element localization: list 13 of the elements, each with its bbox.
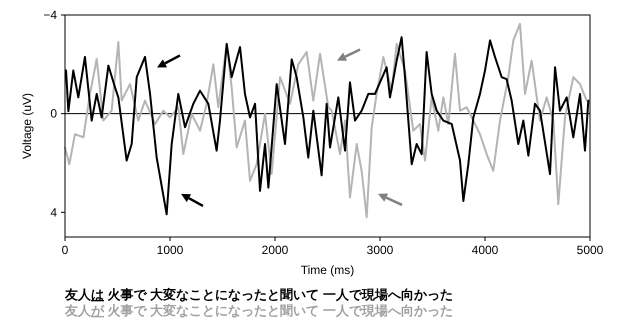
x-tick-label: 2000 — [262, 243, 289, 257]
x-tick-label: 0 — [62, 243, 69, 257]
x-tick-label: 5000 — [576, 243, 604, 257]
text: 友人は 火事で 大変なことになったと聞いて 一人で現場へ向かった — [64, 287, 453, 302]
x-tick-label: 3000 — [366, 243, 394, 257]
y-tick-label: 4 — [50, 205, 58, 220]
y-axis-title: Voltage (uV) — [20, 92, 34, 160]
x-tick-label: 1000 — [156, 243, 184, 257]
x-axis-title: Time (ms) — [300, 263, 354, 277]
y-tick-label: −4 — [43, 8, 58, 22]
y-tick-label: 0 — [50, 106, 58, 121]
x-tick-label: 4000 — [472, 243, 499, 257]
text: 友人が 火事で 大変なことになったと聞いて 一人で現場へ向かった — [64, 303, 453, 318]
